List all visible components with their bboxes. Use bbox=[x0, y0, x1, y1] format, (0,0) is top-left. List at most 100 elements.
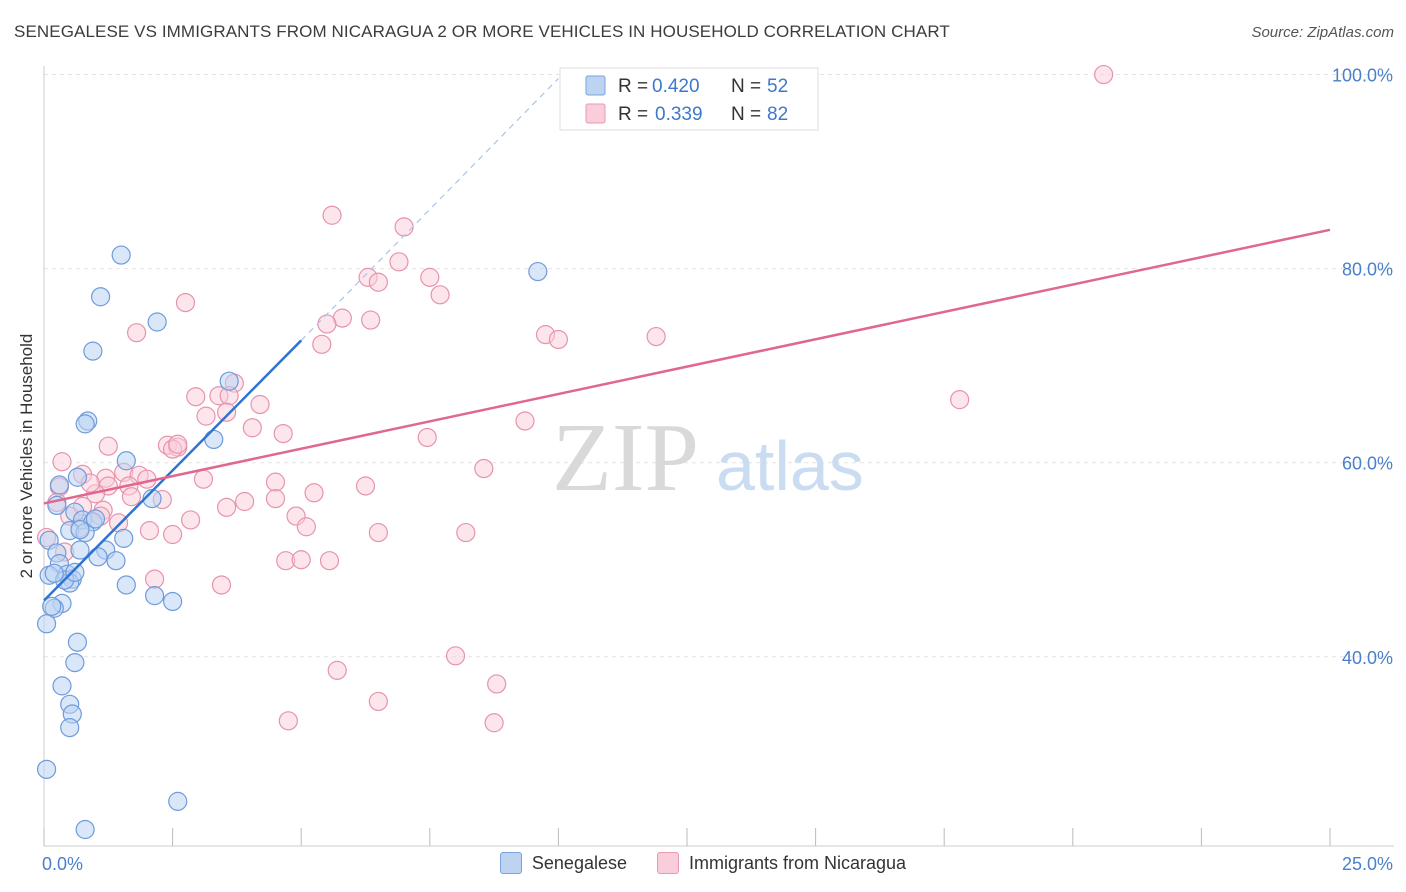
point-nicaragua-3[interactable] bbox=[389, 252, 409, 272]
point-nicaragua-48[interactable] bbox=[265, 489, 286, 509]
point-nicaragua-1[interactable] bbox=[322, 205, 342, 225]
point-nicaragua-2[interactable] bbox=[394, 217, 414, 237]
point-nicaragua-14[interactable] bbox=[548, 329, 569, 350]
axes bbox=[43, 66, 1394, 847]
point-senegalese-8[interactable] bbox=[204, 429, 224, 450]
series-nicaragua-points bbox=[36, 64, 1114, 733]
point-nicaragua-6[interactable] bbox=[368, 272, 388, 292]
legend-top: R = 0.420 N = 52 R = 0.339 N = 82 bbox=[559, 67, 819, 131]
point-nicaragua-18[interactable] bbox=[950, 390, 970, 410]
x-tick-labels: 0.0% 25.0% bbox=[42, 854, 1393, 874]
point-nicaragua-50[interactable] bbox=[235, 491, 255, 512]
legend-pink-r-value: 0.339 bbox=[655, 104, 703, 125]
point-senegalese-9[interactable] bbox=[116, 451, 136, 471]
point-nicaragua-47[interactable] bbox=[121, 487, 142, 507]
point-nicaragua-5[interactable] bbox=[420, 267, 440, 287]
point-nicaragua-27[interactable] bbox=[273, 423, 293, 444]
y-axis-label: 2 or more Vehicles in Household bbox=[17, 334, 36, 579]
point-senegalese-38[interactable] bbox=[65, 652, 85, 673]
point-senegalese-19[interactable] bbox=[114, 528, 134, 548]
point-senegalese-48[interactable] bbox=[85, 509, 106, 529]
point-senegalese-10[interactable] bbox=[67, 467, 88, 487]
point-senegalese-50[interactable] bbox=[42, 596, 62, 616]
point-senegalese-32[interactable] bbox=[144, 586, 165, 606]
point-nicaragua-22[interactable] bbox=[250, 394, 270, 415]
point-nicaragua-28[interactable] bbox=[417, 427, 437, 448]
point-senegalese-7[interactable] bbox=[75, 414, 95, 434]
point-nicaragua-44[interactable] bbox=[355, 476, 376, 496]
legend-label-nicaragua: Immigrants from Nicaragua bbox=[689, 852, 907, 873]
series-senegalese-points bbox=[36, 245, 548, 840]
point-senegalese-21[interactable] bbox=[70, 540, 90, 560]
point-nicaragua-77[interactable] bbox=[484, 713, 504, 733]
point-senegalese-1[interactable] bbox=[90, 287, 111, 307]
legend-item-senegalese[interactable]: Senegalese bbox=[499, 852, 627, 874]
point-nicaragua-53[interactable] bbox=[217, 497, 237, 517]
point-nicaragua-24[interactable] bbox=[196, 406, 216, 426]
point-nicaragua-0[interactable] bbox=[1094, 64, 1114, 85]
point-nicaragua-46[interactable] bbox=[304, 483, 324, 503]
point-senegalese-49[interactable] bbox=[44, 563, 64, 583]
x-tick-label-0: 0.0% bbox=[42, 854, 83, 874]
legend-blue-n-label: N = bbox=[731, 76, 761, 97]
grid-lines bbox=[44, 74, 1394, 658]
point-nicaragua-72[interactable] bbox=[445, 646, 466, 666]
point-nicaragua-69[interactable] bbox=[319, 551, 340, 571]
point-nicaragua-75[interactable] bbox=[368, 691, 388, 712]
point-nicaragua-73[interactable] bbox=[327, 660, 347, 680]
point-nicaragua-33[interactable] bbox=[52, 452, 72, 472]
legend-pink-r-label: R = bbox=[618, 104, 648, 125]
trend-lines bbox=[43, 78, 1331, 602]
point-senegalese-42[interactable] bbox=[60, 718, 80, 738]
trend-senegalese-extension bbox=[300, 78, 559, 341]
point-senegalese-23[interactable] bbox=[88, 547, 108, 567]
point-nicaragua-11[interactable] bbox=[317, 314, 337, 334]
point-senegalese-39[interactable] bbox=[52, 676, 72, 696]
point-senegalese-36[interactable] bbox=[36, 614, 57, 634]
point-nicaragua-76[interactable] bbox=[278, 711, 298, 731]
point-senegalese-24[interactable] bbox=[106, 551, 126, 571]
point-nicaragua-64[interactable] bbox=[368, 522, 388, 543]
point-nicaragua-63[interactable] bbox=[163, 524, 183, 545]
legend-item-nicaragua[interactable]: Immigrants from Nicaragua bbox=[657, 852, 906, 874]
point-senegalese-44[interactable] bbox=[168, 791, 188, 811]
point-nicaragua-74[interactable] bbox=[487, 674, 507, 694]
point-nicaragua-16[interactable] bbox=[312, 334, 332, 354]
point-nicaragua-15[interactable] bbox=[646, 326, 666, 347]
point-senegalese-11[interactable] bbox=[49, 475, 70, 495]
point-senegalese-51[interactable] bbox=[70, 520, 90, 540]
point-nicaragua-12[interactable] bbox=[126, 323, 147, 343]
point-nicaragua-34[interactable] bbox=[474, 458, 494, 479]
point-nicaragua-71[interactable] bbox=[211, 575, 232, 595]
point-nicaragua-60[interactable] bbox=[296, 517, 316, 537]
point-nicaragua-65[interactable] bbox=[456, 522, 476, 543]
point-senegalese-47[interactable] bbox=[65, 562, 85, 582]
point-senegalese-2[interactable] bbox=[147, 312, 167, 332]
point-nicaragua-40[interactable] bbox=[193, 469, 214, 489]
point-nicaragua-62[interactable] bbox=[139, 521, 160, 541]
y-tick-label-3: 100.0% bbox=[1332, 66, 1393, 86]
point-senegalese-5[interactable] bbox=[219, 371, 239, 391]
point-senegalese-4[interactable] bbox=[528, 261, 548, 282]
point-nicaragua-23[interactable] bbox=[217, 402, 237, 422]
point-nicaragua-19[interactable] bbox=[186, 387, 206, 407]
point-nicaragua-7[interactable] bbox=[430, 285, 450, 305]
point-senegalese-3[interactable] bbox=[83, 341, 103, 361]
point-nicaragua-81[interactable] bbox=[168, 434, 188, 454]
point-nicaragua-29[interactable] bbox=[98, 436, 118, 456]
point-nicaragua-8[interactable] bbox=[175, 292, 196, 313]
watermark-zip: ZIP bbox=[552, 404, 699, 512]
point-nicaragua-58[interactable] bbox=[181, 510, 201, 530]
point-nicaragua-25[interactable] bbox=[515, 411, 535, 431]
point-nicaragua-41[interactable] bbox=[265, 472, 286, 492]
point-senegalese-33[interactable] bbox=[163, 591, 183, 612]
point-senegalese-0[interactable] bbox=[111, 245, 131, 265]
point-senegalese-45[interactable] bbox=[75, 819, 95, 840]
point-nicaragua-10[interactable] bbox=[361, 310, 381, 330]
point-nicaragua-70[interactable] bbox=[144, 569, 165, 589]
point-senegalese-31[interactable] bbox=[116, 575, 136, 595]
point-nicaragua-26[interactable] bbox=[242, 418, 262, 438]
point-senegalese-37[interactable] bbox=[67, 632, 88, 652]
point-nicaragua-68[interactable] bbox=[291, 550, 311, 570]
point-senegalese-43[interactable] bbox=[36, 759, 57, 779]
